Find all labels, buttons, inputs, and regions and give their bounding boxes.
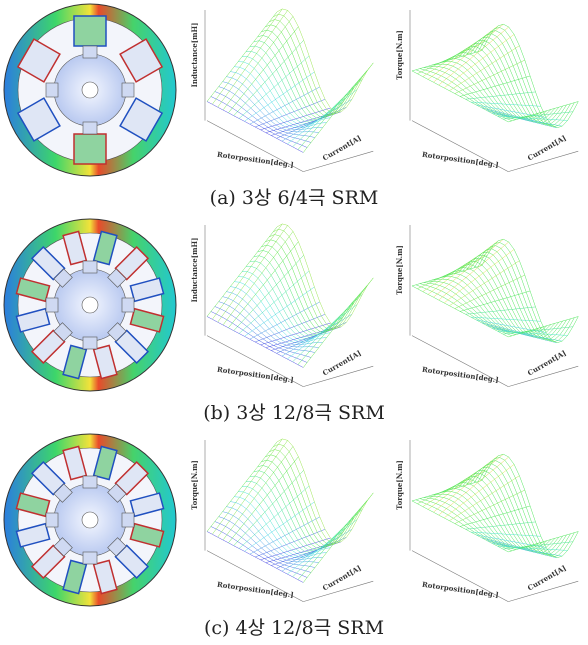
x-axis-label: Rotorposition[deg.] — [421, 150, 499, 170]
rotor-pole — [122, 513, 134, 527]
mesh-line — [451, 265, 547, 336]
z-axis-label: Inductance[mH] — [190, 23, 199, 88]
y-axis-label: Current[A] — [321, 133, 363, 162]
y-axis-label: Current[A] — [526, 348, 568, 377]
motor-section — [4, 4, 176, 176]
y-axis-label: Current[A] — [321, 563, 363, 592]
rotor-pole — [122, 298, 134, 312]
mesh-line — [277, 224, 373, 327]
z-axis-label: Inductance[mH] — [190, 238, 199, 303]
mesh-line — [455, 477, 551, 552]
surface-plot: Torque[N.m] Rotorposition[deg.] Current[A] — [395, 10, 578, 172]
shaft — [82, 297, 98, 313]
surface-plot: Torque[N.m] Rotorposition[deg.] Current[A] — [395, 440, 578, 602]
shaft — [82, 82, 98, 98]
rotor-pole — [46, 513, 58, 527]
shaft — [82, 512, 98, 528]
mesh-line — [287, 304, 357, 359]
rotor-pole — [83, 476, 97, 488]
mesh-line — [303, 278, 373, 368]
mesh-line — [455, 262, 551, 337]
panel: Inductance[mH] Rotorposition[deg.] Current… — [4, 219, 578, 424]
caption: (a) 3상 6/4극 SRM — [210, 187, 379, 209]
panel: Torque[N.m] Rotorposition[deg.] Current[A]… — [4, 434, 578, 639]
mesh-line — [207, 227, 277, 317]
rotor-pole — [122, 83, 134, 97]
rotor-pole — [46, 83, 58, 97]
mesh-line — [254, 256, 350, 335]
x-axis-label: Rotorposition[deg.] — [216, 580, 294, 600]
z-axis-label: Torque[N.m] — [395, 460, 404, 510]
mesh-line — [261, 245, 357, 332]
mesh-line — [455, 47, 551, 122]
mesh-line — [277, 537, 347, 568]
mesh-line — [261, 30, 357, 117]
rotor-pole — [83, 337, 97, 349]
mesh-line — [230, 502, 326, 558]
z-axis-label: Torque[N.m] — [395, 30, 404, 80]
mesh-line — [451, 480, 547, 551]
caption: (c) 4상 12/8극 SRM — [204, 617, 384, 639]
rotor-pole — [83, 122, 97, 134]
mesh-line — [261, 460, 357, 547]
x-axis-label: Rotorposition[deg.] — [216, 365, 294, 385]
mesh-line — [277, 107, 347, 138]
rotor-pole — [83, 261, 97, 273]
mesh-line — [451, 50, 547, 121]
surface-plot: Torque[N.m] Rotorposition[deg.] Current[A] — [190, 439, 373, 602]
mesh-line — [273, 229, 369, 328]
mesh-line — [254, 471, 350, 550]
rotor-pole — [46, 298, 58, 312]
mesh-line — [207, 442, 277, 532]
mesh-line — [277, 322, 347, 353]
y-axis-label: Current[A] — [526, 133, 568, 162]
motor-section — [4, 434, 176, 606]
y-axis-label: Current[A] — [321, 348, 363, 377]
mesh-line — [277, 439, 373, 542]
rotor-pole — [83, 46, 97, 58]
surface-plot: Inductance[mH] Rotorposition[deg.] Current… — [190, 224, 373, 387]
stator-pole — [74, 16, 106, 46]
mesh-line — [303, 493, 373, 583]
x-axis-label: Rotorposition[deg.] — [216, 150, 294, 170]
mesh-line — [277, 9, 373, 112]
x-axis-label: Rotorposition[deg.] — [421, 365, 499, 385]
mesh-line — [230, 287, 326, 343]
rotor-pole — [83, 552, 97, 564]
motor-section — [4, 219, 176, 391]
z-axis-label: Torque[N.m] — [395, 245, 404, 295]
figure: Inductance[mH] Rotorposition[deg.] Current… — [0, 0, 588, 645]
z-axis-label: Torque[N.m] — [190, 460, 199, 510]
surface-plot: Torque[N.m] Rotorposition[deg.] Current[A] — [395, 225, 578, 387]
caption: (b) 3상 12/8극 SRM — [203, 402, 385, 424]
panel: Inductance[mH] Rotorposition[deg.] Current… — [4, 4, 578, 209]
mesh-line — [230, 72, 326, 128]
mesh-line — [273, 14, 369, 113]
mesh-line — [287, 89, 357, 144]
stator-pole — [74, 134, 106, 164]
mesh-line — [287, 519, 357, 574]
mesh-line — [254, 41, 350, 120]
y-axis-label: Current[A] — [526, 563, 568, 592]
surface-plot: Inductance[mH] Rotorposition[deg.] Current… — [190, 9, 373, 172]
x-axis-label: Rotorposition[deg.] — [421, 580, 499, 600]
mesh-line — [303, 63, 373, 153]
mesh-line — [273, 444, 369, 543]
